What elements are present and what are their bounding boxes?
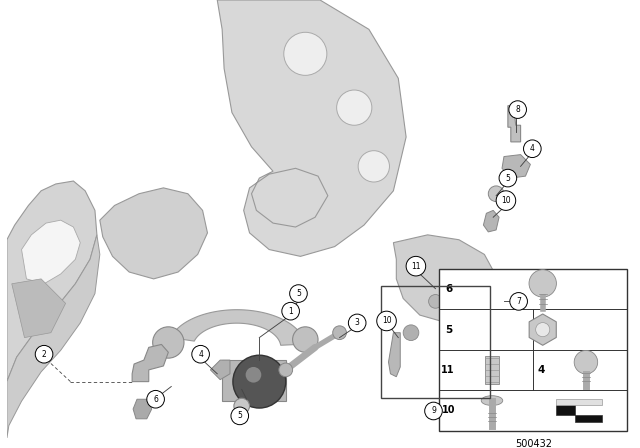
Text: 10: 10 <box>442 405 456 415</box>
Polygon shape <box>132 345 168 382</box>
Polygon shape <box>22 220 80 284</box>
Circle shape <box>536 323 550 337</box>
Bar <box>440 269 627 431</box>
Circle shape <box>574 350 598 374</box>
Circle shape <box>147 391 164 408</box>
Circle shape <box>510 293 527 310</box>
Polygon shape <box>394 235 496 323</box>
Polygon shape <box>388 333 400 377</box>
Circle shape <box>499 169 516 187</box>
Circle shape <box>35 345 53 363</box>
Text: 11: 11 <box>411 262 420 271</box>
Bar <box>222 360 285 401</box>
Circle shape <box>529 270 556 297</box>
Polygon shape <box>7 181 97 382</box>
Text: 2: 2 <box>42 350 47 359</box>
Circle shape <box>463 294 477 308</box>
Text: 1: 1 <box>288 307 293 316</box>
Text: 9: 9 <box>431 406 436 415</box>
Text: 7: 7 <box>516 297 521 306</box>
Circle shape <box>246 367 261 383</box>
Circle shape <box>509 101 527 118</box>
Polygon shape <box>529 314 556 345</box>
Text: 4: 4 <box>198 350 203 359</box>
Polygon shape <box>508 106 520 142</box>
Ellipse shape <box>481 396 503 405</box>
Text: 500432: 500432 <box>515 439 552 448</box>
Text: 4: 4 <box>530 144 535 153</box>
Polygon shape <box>133 399 152 419</box>
Polygon shape <box>483 211 499 232</box>
Text: 4: 4 <box>538 365 545 375</box>
Circle shape <box>192 345 209 363</box>
Polygon shape <box>556 399 602 405</box>
Polygon shape <box>171 310 305 345</box>
Text: 10: 10 <box>381 316 391 325</box>
Circle shape <box>153 327 184 358</box>
Circle shape <box>488 186 504 202</box>
Bar <box>381 286 490 398</box>
Text: 11: 11 <box>440 365 454 375</box>
Circle shape <box>524 140 541 158</box>
Circle shape <box>425 402 442 420</box>
Circle shape <box>406 256 426 276</box>
Text: 6: 6 <box>153 395 158 404</box>
Text: 3: 3 <box>355 319 360 327</box>
Circle shape <box>282 302 300 320</box>
Bar <box>485 356 499 383</box>
Circle shape <box>279 363 292 377</box>
Polygon shape <box>502 155 531 178</box>
Circle shape <box>403 325 419 340</box>
Polygon shape <box>100 188 207 279</box>
Circle shape <box>233 355 285 408</box>
Circle shape <box>377 311 396 331</box>
Text: 5: 5 <box>445 325 452 335</box>
Circle shape <box>348 314 366 332</box>
Polygon shape <box>7 235 100 439</box>
Circle shape <box>234 398 250 414</box>
Text: 8: 8 <box>515 105 520 114</box>
Circle shape <box>284 32 327 75</box>
Text: 5: 5 <box>296 289 301 298</box>
Circle shape <box>496 191 516 211</box>
Polygon shape <box>12 279 65 338</box>
Circle shape <box>292 327 318 352</box>
Text: 6: 6 <box>445 284 452 294</box>
Polygon shape <box>556 405 602 422</box>
Polygon shape <box>468 282 511 319</box>
Circle shape <box>429 294 442 308</box>
Text: 5: 5 <box>237 411 242 420</box>
Circle shape <box>333 326 346 340</box>
Circle shape <box>290 285 307 302</box>
Circle shape <box>358 151 390 182</box>
Polygon shape <box>211 360 230 379</box>
Text: 10: 10 <box>501 196 511 205</box>
Text: 5: 5 <box>506 173 510 183</box>
Circle shape <box>231 407 248 425</box>
Circle shape <box>337 90 372 125</box>
Polygon shape <box>217 0 406 256</box>
